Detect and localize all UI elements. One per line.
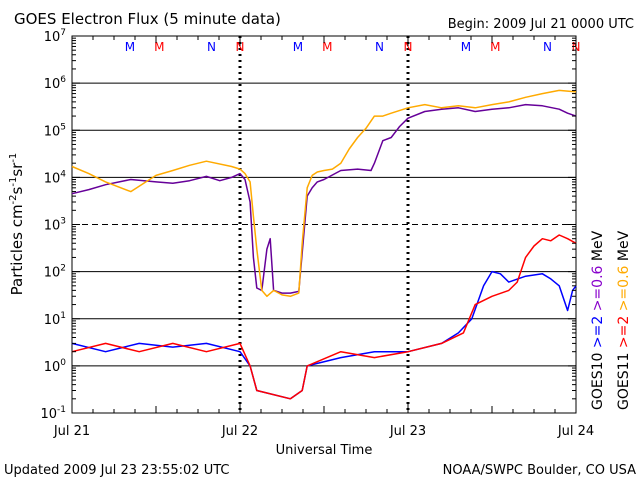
y-tick-label: 101 xyxy=(44,311,66,328)
local-time-marker: N xyxy=(543,40,552,54)
local-time-marker: M xyxy=(461,40,471,54)
legend-entry: MeV xyxy=(616,230,632,265)
legend-entry: >=0.6 xyxy=(590,265,606,315)
begin-label: Begin: 2009 Jul 21 0000 UTC xyxy=(448,17,634,32)
legend-column: GOES10 >=2 >=0.6 MeV xyxy=(590,230,606,410)
y-tick-label: 10-1 xyxy=(40,405,66,422)
local-time-marker: M xyxy=(125,40,135,54)
series-layer xyxy=(71,89,577,400)
chart-title: GOES Electron Flux (5 minute data) xyxy=(14,10,281,28)
series-line xyxy=(71,103,577,294)
y-tick-label: 100 xyxy=(44,358,67,375)
local-time-marker: M xyxy=(490,40,500,54)
legend-entry: MeV xyxy=(590,230,606,265)
y-tick-label: 104 xyxy=(44,169,67,186)
local-time-marker: N xyxy=(375,40,384,54)
y-tick-label: 103 xyxy=(44,217,66,234)
y-tick-label: 102 xyxy=(44,264,66,281)
legend-entry: >=2 xyxy=(616,316,632,353)
local-time-marker: N xyxy=(207,40,216,54)
legend-entry: >=2 xyxy=(590,316,606,353)
footer-updated: Updated 2009 Jul 23 23:55:02 UTC xyxy=(4,463,229,478)
legend-entry: GOES10 xyxy=(590,353,606,410)
x-axis-label: Universal Time xyxy=(276,443,373,458)
x-tick-label: Jul 22 xyxy=(221,424,258,439)
series-line xyxy=(71,234,577,400)
local-time-marker: M xyxy=(293,40,303,54)
x-tick-label: Jul 21 xyxy=(53,424,90,439)
local-time-marker: N xyxy=(236,40,245,54)
x-tick-label: Jul 24 xyxy=(557,424,594,439)
gridlines xyxy=(72,82,576,367)
footer-source: NOAA/SWPC Boulder, CO USA xyxy=(443,463,636,478)
series-line xyxy=(71,270,577,400)
local-time-marker: M xyxy=(154,40,164,54)
local-time-marker: M xyxy=(322,40,332,54)
y-tick-label: 107 xyxy=(44,28,66,45)
y-axis-label: Particles cm-2s-1sr-1 xyxy=(8,153,26,296)
x-axis-ticks: Jul 21 Jul 22 Jul 23 Jul 24 xyxy=(53,36,594,439)
local-time-marker: N xyxy=(572,40,581,54)
legend-column: GOES11 >=2 >=0.6 MeV xyxy=(616,230,632,410)
x-tick-label: Jul 23 xyxy=(389,424,426,439)
local-time-marker: N xyxy=(404,40,413,54)
y-tick-label: 106 xyxy=(44,75,67,92)
y-axis-ticks: 10-1 100 101 102 103 104 105 106 107 xyxy=(40,28,576,422)
y-tick-label: 105 xyxy=(44,122,66,139)
series-line xyxy=(71,89,577,298)
legend-entry: >=0.6 xyxy=(616,265,632,315)
legend-entry: GOES11 xyxy=(616,353,632,410)
